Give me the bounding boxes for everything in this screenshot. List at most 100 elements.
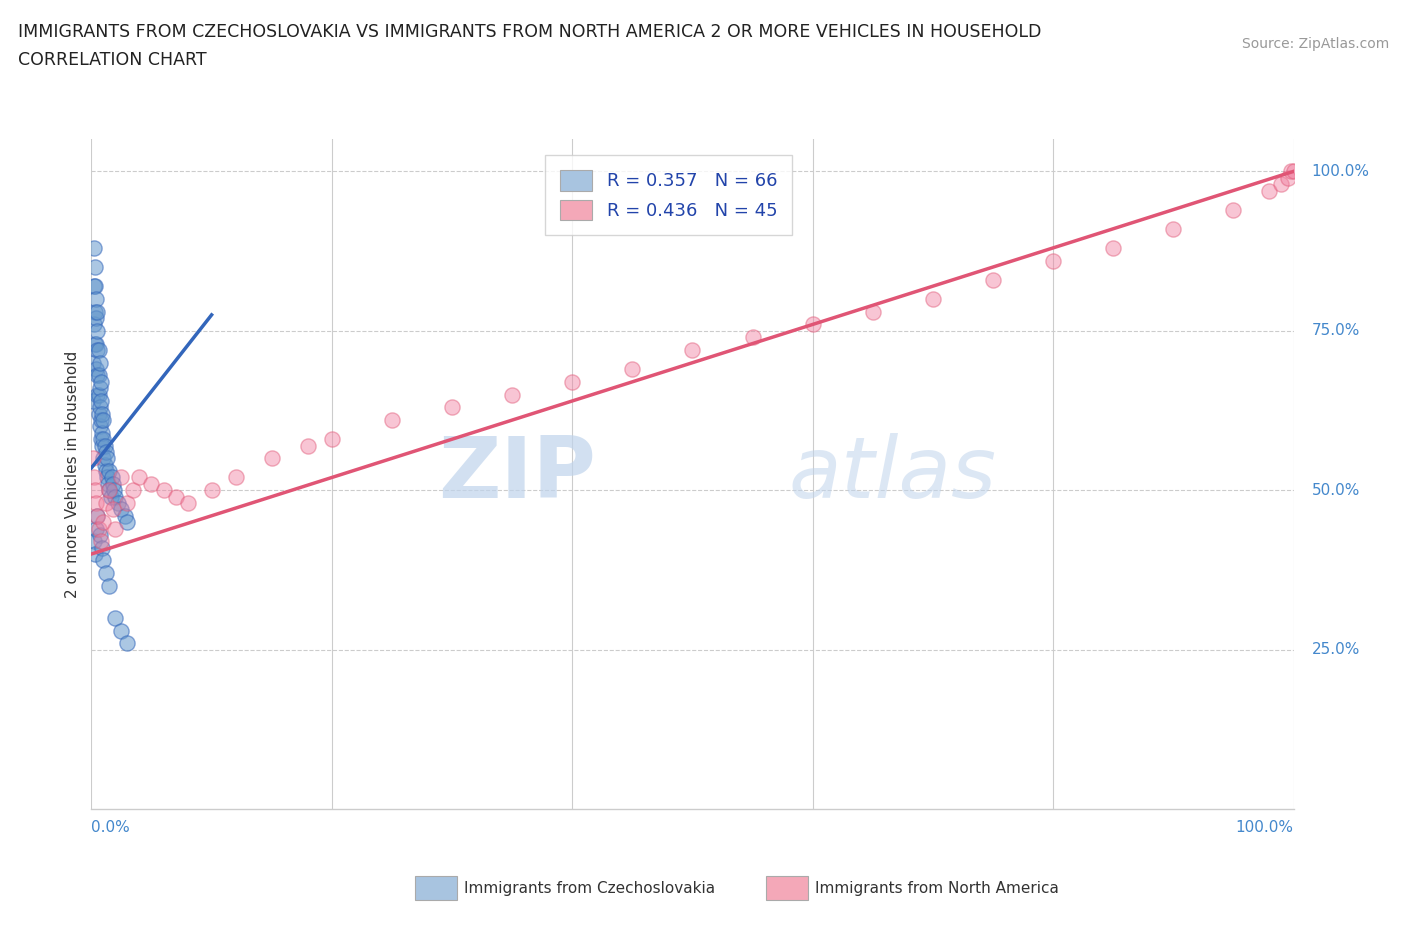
- Point: [84, 483, 107, 498]
- Point: [1279, 164, 1302, 179]
- Point: [98, 578, 121, 593]
- Point: [84, 336, 107, 351]
- Point: [93, 514, 115, 529]
- Point: [225, 470, 247, 485]
- Text: 0.0%: 0.0%: [91, 820, 131, 835]
- Point: [84, 291, 107, 306]
- Legend: R = 0.357   N = 66, R = 0.436   N = 45: R = 0.357 N = 66, R = 0.436 N = 45: [546, 155, 792, 235]
- Text: Immigrants from Czechoslovakia: Immigrants from Czechoslovakia: [464, 881, 716, 896]
- Point: [84, 547, 107, 562]
- Text: CORRELATION CHART: CORRELATION CHART: [18, 51, 207, 69]
- Point: [117, 514, 139, 529]
- Point: [93, 413, 115, 428]
- Point: [501, 387, 523, 402]
- Point: [87, 368, 110, 383]
- Point: [90, 432, 112, 446]
- Point: [90, 393, 112, 408]
- Point: [101, 470, 124, 485]
- Point: [561, 375, 583, 390]
- Point: [122, 483, 145, 498]
- Point: [1042, 253, 1064, 268]
- Point: [862, 304, 884, 319]
- Point: [86, 324, 108, 339]
- Point: [86, 368, 108, 383]
- Text: 50.0%: 50.0%: [1312, 483, 1360, 498]
- Point: [681, 342, 703, 357]
- Point: [176, 496, 198, 511]
- Point: [90, 413, 112, 428]
- Point: [97, 476, 120, 491]
- Point: [91, 540, 114, 555]
- Point: [96, 470, 118, 485]
- Point: [91, 438, 114, 453]
- Point: [297, 438, 319, 453]
- Point: [621, 362, 644, 377]
- Point: [117, 636, 139, 651]
- Point: [117, 496, 139, 511]
- Point: [89, 419, 111, 434]
- Point: [83, 279, 105, 294]
- Point: [101, 476, 124, 491]
- Point: [84, 521, 107, 536]
- Point: [86, 509, 108, 524]
- Point: [152, 483, 174, 498]
- Point: [89, 380, 111, 395]
- Point: [1277, 170, 1299, 185]
- Point: [87, 387, 110, 402]
- Point: [110, 470, 132, 485]
- Point: [87, 406, 110, 421]
- Point: [114, 509, 136, 524]
- Point: [86, 509, 108, 524]
- Point: [89, 400, 111, 415]
- Point: [90, 375, 112, 390]
- Point: [104, 610, 127, 625]
- Point: [83, 470, 105, 485]
- Point: [89, 527, 111, 542]
- Point: [93, 451, 115, 466]
- Point: [87, 521, 110, 536]
- Point: [84, 362, 107, 377]
- Point: [381, 413, 404, 428]
- Text: ZIP: ZIP: [439, 432, 596, 516]
- Point: [87, 342, 110, 357]
- Point: [107, 496, 129, 511]
- Point: [84, 311, 107, 325]
- Point: [741, 330, 763, 345]
- Y-axis label: 2 or more Vehicles in Household: 2 or more Vehicles in Household: [65, 351, 80, 598]
- Point: [981, 272, 1004, 287]
- Point: [86, 342, 108, 357]
- Point: [86, 304, 108, 319]
- Text: 75.0%: 75.0%: [1312, 324, 1360, 339]
- Point: [93, 458, 115, 472]
- Text: Immigrants from North America: Immigrants from North America: [815, 881, 1059, 896]
- Point: [83, 241, 105, 256]
- Text: 25.0%: 25.0%: [1312, 643, 1360, 658]
- Point: [94, 496, 117, 511]
- Point: [141, 476, 163, 491]
- Point: [1282, 164, 1305, 179]
- Point: [1258, 183, 1281, 198]
- Point: [94, 445, 117, 459]
- Point: [165, 489, 187, 504]
- Point: [91, 406, 114, 421]
- Point: [260, 451, 283, 466]
- Point: [94, 464, 117, 479]
- Point: [98, 483, 121, 498]
- Point: [110, 623, 132, 638]
- Point: [1270, 177, 1292, 192]
- Point: [82, 451, 104, 466]
- Point: [98, 464, 121, 479]
- Point: [93, 432, 115, 446]
- Point: [86, 387, 108, 402]
- Text: 100.0%: 100.0%: [1236, 820, 1294, 835]
- Point: [93, 553, 115, 568]
- Text: 100.0%: 100.0%: [1312, 164, 1369, 179]
- Point: [801, 317, 824, 332]
- Point: [83, 534, 105, 549]
- Point: [98, 483, 121, 498]
- Point: [1222, 202, 1244, 217]
- Point: [96, 451, 118, 466]
- Point: [84, 304, 107, 319]
- Point: [321, 432, 343, 446]
- Point: [201, 483, 224, 498]
